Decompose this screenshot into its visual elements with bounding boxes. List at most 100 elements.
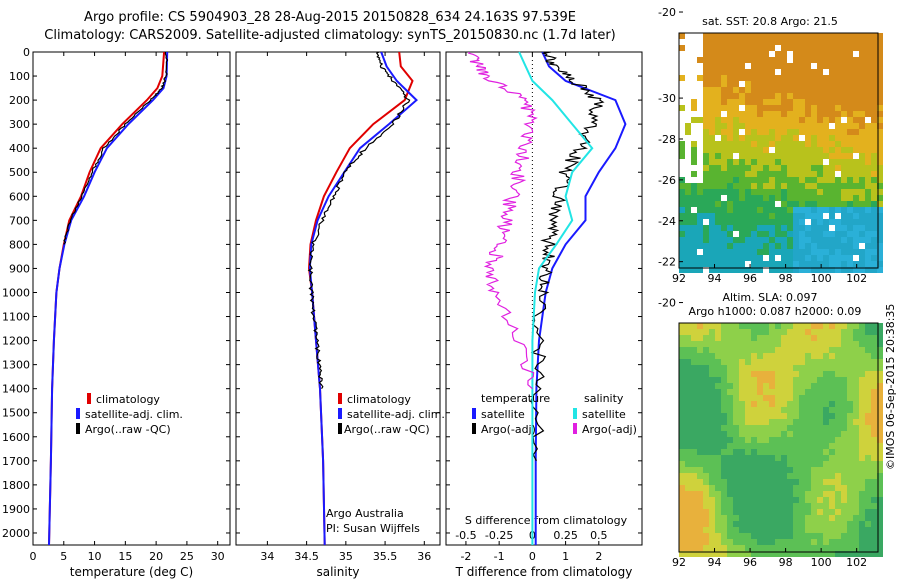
map-cell <box>733 359 739 365</box>
map-cell <box>715 335 721 341</box>
map-cell <box>703 183 709 189</box>
map-cell <box>811 407 817 413</box>
map-cell <box>703 237 709 243</box>
map-cell <box>817 135 823 141</box>
map-cell <box>823 243 829 249</box>
map-cell <box>799 545 805 551</box>
map-cell <box>829 425 835 431</box>
map-cell <box>703 413 709 419</box>
map-cell <box>691 533 697 539</box>
map-cell <box>865 527 871 533</box>
map-cell <box>703 395 709 401</box>
map-cell <box>763 485 769 491</box>
map-cell <box>763 491 769 497</box>
map-cell <box>829 329 835 335</box>
map-cell <box>865 105 871 111</box>
map-cell <box>799 425 805 431</box>
map-cell <box>847 195 853 201</box>
map-cell <box>781 207 787 213</box>
map-cell <box>727 467 733 473</box>
map-cell <box>811 147 817 153</box>
map-cell <box>733 255 739 261</box>
map-cell <box>745 69 751 75</box>
map-cell <box>799 431 805 437</box>
map-cell <box>685 335 691 341</box>
y-tick-label: 300 <box>9 118 30 131</box>
map-cell <box>877 455 883 461</box>
map-cell <box>853 341 859 347</box>
map-cell <box>853 39 859 45</box>
map-cell <box>733 207 739 213</box>
map-cell <box>733 479 739 485</box>
map-cell <box>775 371 781 377</box>
map-cell <box>865 539 871 545</box>
map-cell <box>775 87 781 93</box>
map-frame <box>678 32 879 269</box>
map-cell <box>715 413 721 419</box>
map-cell <box>787 431 793 437</box>
map-cell <box>793 527 799 533</box>
map-cell <box>799 365 805 371</box>
map-cell <box>841 359 847 365</box>
map-cell <box>715 485 721 491</box>
map-cell <box>685 515 691 521</box>
map-cell <box>859 467 865 473</box>
map-cell <box>715 467 721 473</box>
map-cell <box>769 437 775 443</box>
map-cell <box>763 479 769 485</box>
map-cell <box>877 479 883 485</box>
legend-temperature-heading: temperature <box>481 392 550 405</box>
map-cell <box>709 63 715 69</box>
map-cell <box>787 551 793 557</box>
map-cell <box>763 219 769 225</box>
map-cell <box>727 189 733 195</box>
map-cell <box>835 33 841 39</box>
map-cell <box>715 341 721 347</box>
map-cell <box>817 117 823 123</box>
map-cell <box>709 443 715 449</box>
map-cell <box>793 389 799 395</box>
map-cell <box>739 75 745 81</box>
map-cell <box>853 267 859 273</box>
map-cell <box>877 353 883 359</box>
map-cell <box>829 99 835 105</box>
map-cell <box>865 461 871 467</box>
map-cell <box>841 353 847 359</box>
map-cell <box>877 63 883 69</box>
map-cell <box>853 371 859 377</box>
map-cell <box>787 335 793 341</box>
map-cell <box>817 201 823 207</box>
map-cell <box>721 105 727 111</box>
map-cell <box>811 455 817 461</box>
map-cell <box>781 243 787 249</box>
map-cell <box>859 105 865 111</box>
map-cell <box>709 479 715 485</box>
map-cell <box>829 81 835 87</box>
map-cell <box>793 521 799 527</box>
map-cell <box>859 347 865 353</box>
map-cell <box>745 213 751 219</box>
map-cell <box>859 255 865 261</box>
map-cell <box>853 395 859 401</box>
map-cell <box>847 419 853 425</box>
map-cell <box>835 189 841 195</box>
map-cell <box>823 39 829 45</box>
map-cell <box>691 213 697 219</box>
map-cell <box>805 443 811 449</box>
map-cell <box>847 521 853 527</box>
map-cell <box>871 461 877 467</box>
map-cell <box>811 237 817 243</box>
map-cell <box>697 57 703 63</box>
map-cell <box>733 75 739 81</box>
map-cell <box>757 147 763 153</box>
map-cell <box>811 207 817 213</box>
map-cell <box>733 383 739 389</box>
map-cell <box>793 33 799 39</box>
map-cell <box>727 69 733 75</box>
map-cell <box>745 491 751 497</box>
map-cell <box>769 545 775 551</box>
map-cell <box>775 365 781 371</box>
map-cell <box>871 261 877 267</box>
map-cell <box>823 147 829 153</box>
map-y-tick-label: -28 <box>658 133 676 146</box>
